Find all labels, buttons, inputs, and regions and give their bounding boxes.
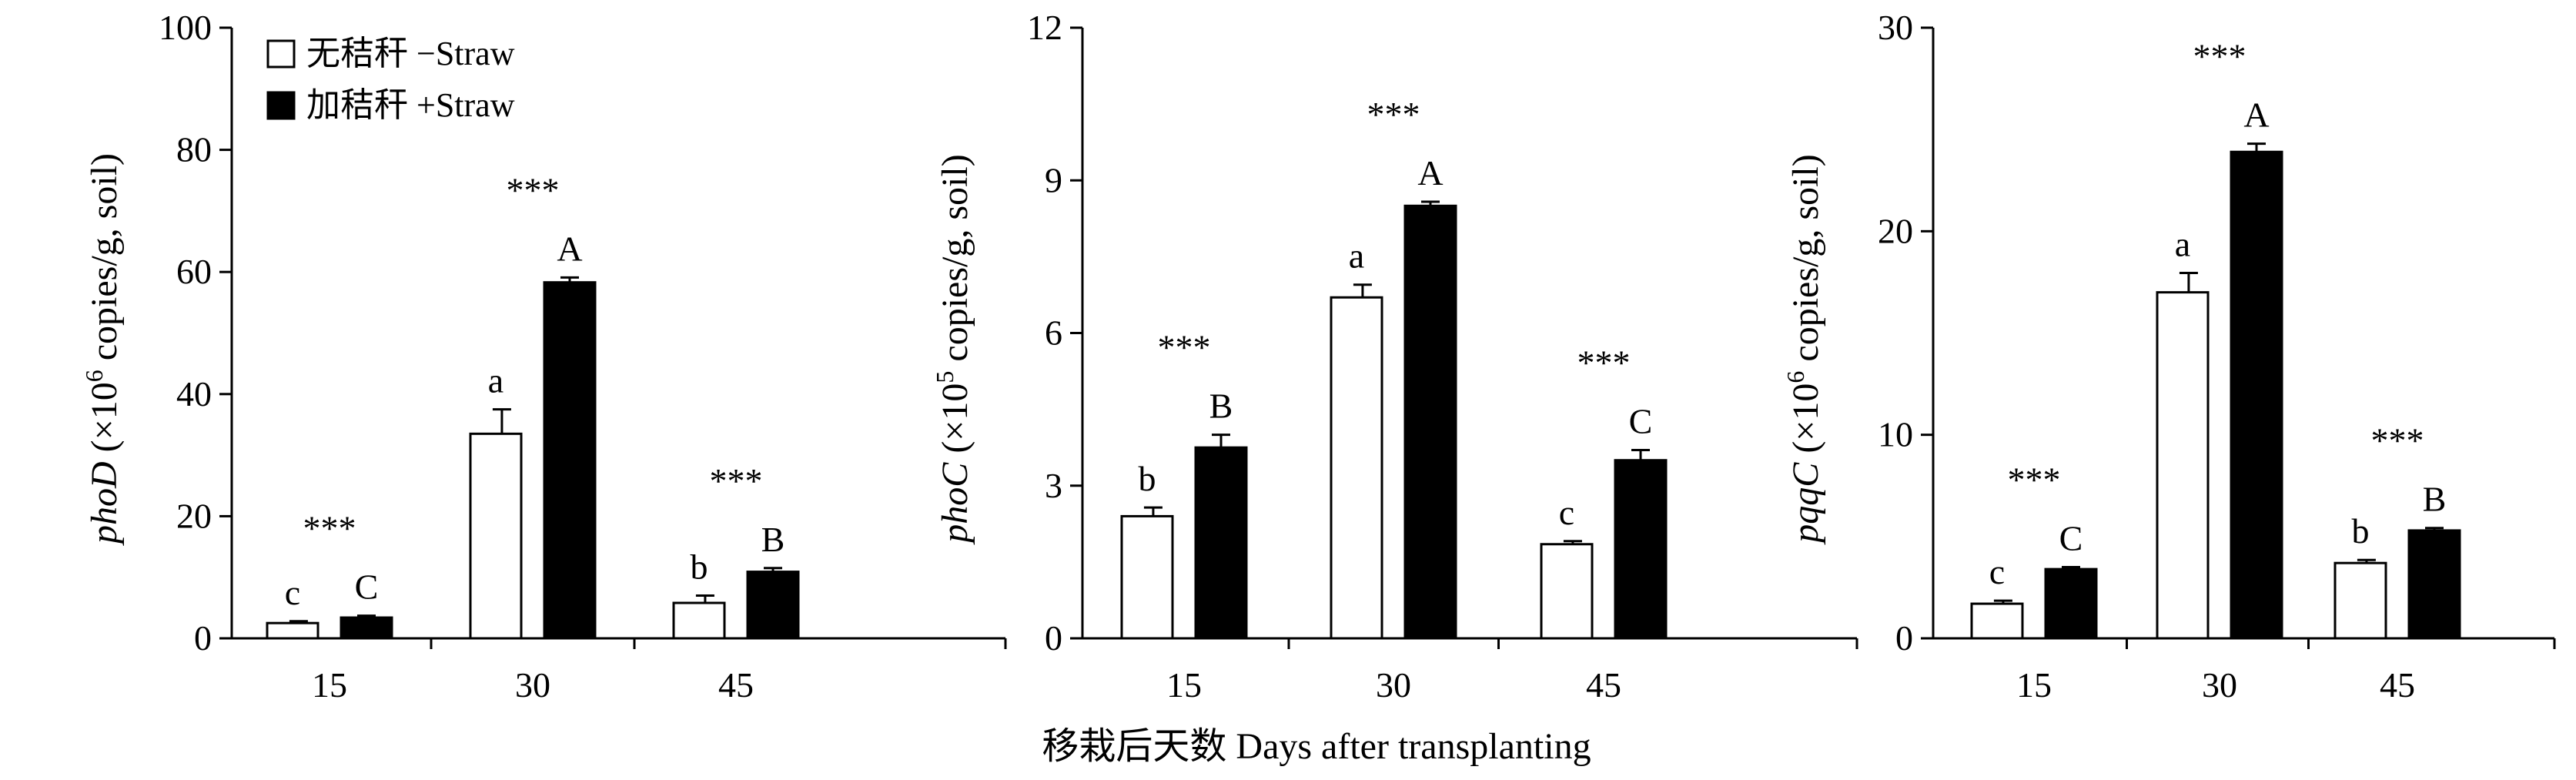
y-axis-label-exponent: 6 [80,370,108,382]
y-tick-label: 6 [1045,313,1062,353]
y-tick-label: 100 [159,8,212,47]
x-tick-label: 15 [2016,665,2052,705]
bar-no-straw [2156,291,2210,640]
y-axis-label-gene: phoD [84,461,125,546]
legend: 无秸秆 −Straw 加秸秆 +Straw [266,35,515,124]
y-axis-label-gene: pqqC [1785,462,1826,545]
x-axis-label: 移栽后天数 Days after transplanting [1042,726,1591,767]
legend-swatch-no-straw [266,39,296,69]
chart-panel-pqqC: 0 10 20 30 15 30 45 c a b C A B *** *** *** pqqC (×106 c… [1781,8,2556,705]
significance-letter: b [2352,511,2370,551]
bar-no-straw [1540,543,1594,640]
bar-no-straw [1330,296,1383,640]
significance-letter: c [1989,552,2005,591]
significance-letter: a [488,361,503,400]
x-tick-label: 45 [1586,665,1621,705]
legend-swatch-plus-straw [266,91,296,120]
y-tick-label: 20 [1878,211,1913,250]
y-axis-label: phoD (×106 copies/g, soil) [80,153,125,546]
significance-stars: *** [303,509,356,548]
y-axis-label-prefix: (×10 [935,383,975,463]
x-tick-label: 30 [515,665,550,705]
y-tick-label: 0 [1045,618,1062,658]
y-axis-label: pqqC (×106 copies/g, soil) [1781,154,1826,544]
significance-letter: C [355,567,379,607]
significance-letter: b [691,547,708,586]
significance-letter: A [2243,95,2269,135]
y-axis-label-exponent: 5 [931,371,958,383]
y-axis-label-suffix: copies/g, soil) [1785,154,1826,370]
y-tick-label: 0 [194,618,212,658]
y-tick-label: 10 [1878,415,1913,454]
y-axis-label-suffix: copies/g, soil) [935,154,975,370]
significance-stars: *** [2371,421,2424,460]
bar-plus-straw [340,616,393,640]
significance-letter: b [1139,459,1156,498]
y-axis-label: phoC (×105 copies/g, soil) [931,154,975,544]
y-tick-label: 20 [176,496,212,535]
y-axis-label-suffix: copies/g, soil) [84,153,125,370]
bar-plus-straw [2230,150,2283,640]
x-tick-label: 30 [1376,665,1411,705]
bar-plus-straw [746,571,800,640]
y-axis-label-gene: phoC [935,462,975,545]
significance-letter: B [761,520,785,559]
significance-letter: c [1559,493,1574,532]
significance-letter: A [557,229,582,268]
y-axis-label-exponent: 6 [1781,371,1809,383]
bar-plus-straw [1403,204,1457,640]
significance-letter: B [1209,387,1233,426]
bar-plus-straw [2044,567,2098,640]
bar-no-straw [266,621,319,640]
y-tick-label: 12 [1027,8,1062,47]
y-tick-label: 40 [176,374,212,413]
y-tick-label: 80 [176,130,212,169]
significance-stars: *** [507,170,560,209]
bar-no-straw [469,432,523,640]
significance-stars: *** [710,461,763,500]
significance-letter: C [2059,518,2083,557]
x-tick-label: 30 [2202,665,2237,705]
significance-stars: *** [2008,460,2061,499]
x-tick-label: 15 [312,665,347,705]
y-axis-label-prefix: (×10 [1785,383,1826,463]
bar-no-straw [1120,514,1174,640]
significance-stars: *** [1367,95,1420,134]
y-axis-label-prefix: (×10 [84,382,125,461]
x-tick-label: 45 [718,665,754,705]
significance-stars: *** [2193,37,2246,76]
y-tick-label: 9 [1045,160,1062,199]
significance-letter: C [1629,401,1653,440]
significance-letter: A [1417,153,1443,192]
y-tick-label: 60 [176,252,212,291]
significance-letter: c [285,573,300,612]
y-tick-label: 3 [1045,466,1062,505]
bar-plus-straw [543,281,597,640]
significance-stars: *** [1158,328,1211,367]
significance-letter: a [2175,225,2190,264]
x-tick-label: 15 [1166,665,1202,705]
bar-no-straw [1970,602,2024,640]
bar-plus-straw [1194,446,1248,640]
bar-no-straw [672,601,726,640]
y-tick-label: 30 [1878,8,1913,47]
legend-label-no-straw: 无秸秆 −Straw [306,35,515,72]
bar-no-straw [2333,561,2387,640]
x-tick-label: 45 [2380,665,2415,705]
chart-panel-phoD: 0 20 40 60 80 100 15 30 45 c a b C A B *** *** *** phoD (×… [80,8,1007,705]
legend-label-plus-straw: 加秸秆 +Straw [306,86,515,124]
significance-letter: a [1349,236,1364,276]
significance-letter: B [2423,480,2447,519]
bar-plus-straw [1614,459,1668,640]
significance-stars: *** [1577,343,1631,382]
bar-plus-straw [2407,529,2461,640]
y-tick-label: 0 [1895,618,1913,658]
